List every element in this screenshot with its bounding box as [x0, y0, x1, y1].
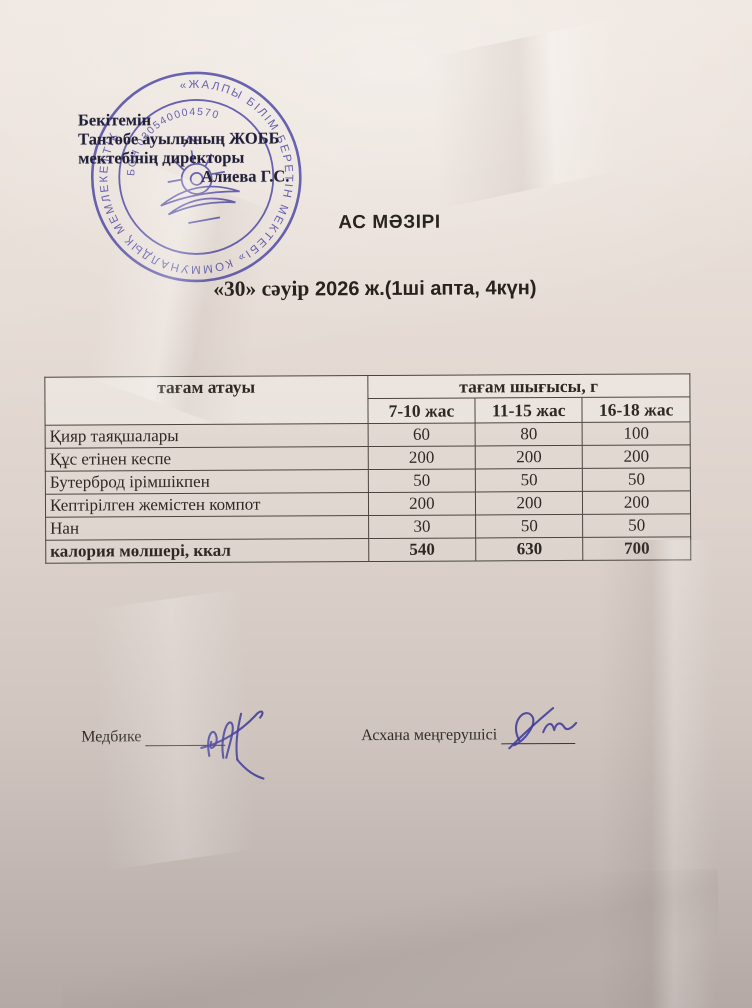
- portion-value-cell: 30: [368, 514, 476, 539]
- menu-table: тағам атауы тағам шығысы, г 7-10 жас 11-…: [44, 373, 692, 564]
- dish-name-cell: Нан: [45, 515, 369, 541]
- date-year-week: 2026 ж.(1ші апта, 4күн): [309, 277, 537, 301]
- date-line: «30» сәуір 2026 ж.(1ші апта, 4күн): [0, 274, 751, 303]
- col-header-age-7-10: 7-10 жас: [367, 397, 476, 424]
- signature-line: [145, 730, 226, 747]
- portion-value-cell: 200: [367, 491, 476, 516]
- signature-line: [501, 728, 576, 745]
- date-day-month: «30» сәуір: [213, 276, 310, 301]
- col-header-age-16-18: 16-18 жас: [582, 396, 691, 423]
- table-row: Құс етінен кеспе 200 200 200: [45, 444, 691, 472]
- nurse-signature-block: Медбике: [81, 710, 265, 780]
- dish-name-cell: Құс етінен кеспе: [45, 446, 368, 472]
- calories-value-cell: 630: [475, 537, 584, 561]
- page-title: АС МӘЗІРІ: [338, 211, 441, 234]
- table-row: Кептірілген жемістен компот 200 200 200: [45, 490, 691, 518]
- nurse-label: Медбике: [81, 728, 142, 746]
- table-header-row-1: тағам атауы тағам шығысы, г: [44, 373, 690, 426]
- portion-value-cell: 50: [475, 468, 583, 492]
- portion-value-cell: 80: [475, 422, 583, 446]
- calories-label-cell: калория мөлшері, ккал: [45, 538, 369, 564]
- kazakhstan-emblem-icon: [160, 135, 240, 224]
- school-stamp: «ЖАЛПЫ БІЛІМ БЕРЕТІН МЕКТЕБІ» КОММУНАЛДЫ…: [47, 28, 345, 326]
- portion-value-cell: 200: [475, 445, 583, 469]
- approval-line-director-name: Алиева Г.С.: [201, 166, 290, 186]
- portion-value-cell: 200: [582, 490, 691, 515]
- approval-line-school: Тантөбе ауылының ЖОББ: [78, 128, 280, 149]
- dish-name-cell: Бутерброд ірімшікпен: [45, 469, 368, 495]
- calories-value-cell: 700: [582, 536, 691, 561]
- portion-value-cell: 200: [367, 445, 476, 470]
- dish-name-cell: Кептірілген жемістен компот: [45, 492, 369, 518]
- col-header-age-11-15: 11-15 жас: [475, 397, 583, 423]
- approval-block: Бекітемін Тантөбе ауылының ЖОББ мектебін…: [78, 109, 378, 187]
- table-row: Нан 30 50 50: [45, 513, 691, 541]
- calories-value-cell: 540: [368, 537, 477, 562]
- approval-line-director: мектебінің директоры: [78, 147, 245, 168]
- portion-value-cell: 50: [475, 514, 583, 538]
- approval-line-bekitemin: Бекітемін: [77, 110, 152, 130]
- dish-name-cell: Қияр таяқшалары: [45, 423, 368, 449]
- canteen-manager-label: Асхана меңгерушісі: [361, 726, 498, 745]
- portion-value-cell: 50: [582, 513, 691, 538]
- table-row-calories-total: калория мөлшері, ккал 540 630 700: [45, 536, 691, 564]
- table-row: Қияр таяқшалары 60 80 100: [45, 421, 691, 449]
- portion-value-cell: 100: [582, 421, 691, 446]
- table-row: Бутерброд ірімшікпен 50 50 50: [45, 467, 691, 495]
- portion-value-cell: 50: [582, 467, 691, 492]
- portion-value-cell: 200: [582, 444, 691, 469]
- portion-value-cell: 50: [367, 468, 476, 493]
- portion-value-cell: 200: [475, 491, 583, 515]
- canteen-manager-signature-block: Асхана меңгерушісі: [361, 707, 578, 750]
- signature-row: Медбике Асхана меңгерушісі: [1, 707, 752, 780]
- col-header-dish-name: тағам атауы: [44, 375, 368, 426]
- portion-value-cell: 60: [367, 422, 476, 447]
- col-header-output-group: тағам шығысы, г: [367, 373, 690, 399]
